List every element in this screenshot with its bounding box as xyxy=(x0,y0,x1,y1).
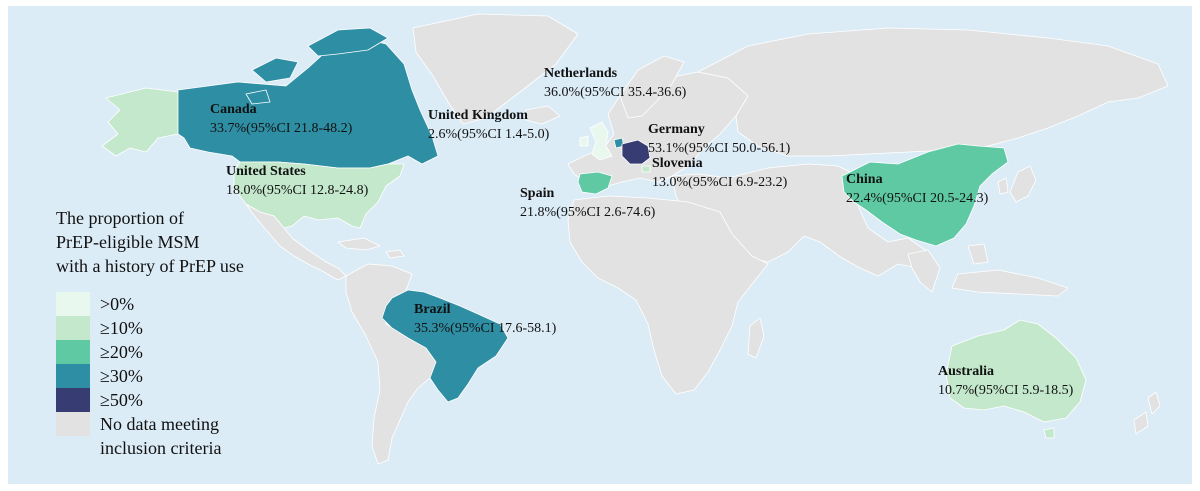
legend-item-no-data: No data meeting inclusion criteria xyxy=(56,412,244,460)
label-china: China 22.4%(95%CI 20.5-24.3) xyxy=(846,170,988,208)
legend-label: ≥10% xyxy=(100,318,143,338)
country-name: Canada xyxy=(210,102,257,117)
caribbean-shape xyxy=(337,237,405,259)
canada-islands-shape xyxy=(245,27,389,105)
map-legend: The proportion of PrEP-eligible MSM with… xyxy=(56,206,244,460)
legend-item-gt0: >0% xyxy=(56,292,244,316)
label-brazil: Brazil 35.3%(95%CI 17.6-58.1) xyxy=(414,300,556,338)
world-map-svg xyxy=(101,13,1169,465)
legend-swatch xyxy=(56,364,90,388)
legend-label: No data meeting inclusion criteria xyxy=(100,412,221,460)
country-value: 21.8%(95%CI 2.6-74.6) xyxy=(520,205,656,220)
country-value: 36.0%(95%CI 35.4-36.6) xyxy=(544,85,687,100)
tasmania-shape xyxy=(1043,427,1055,439)
legend-title-line: with a history of PrEP use xyxy=(56,256,244,276)
legend-item-ge50: ≥50% xyxy=(56,388,244,412)
country-name: Slovenia xyxy=(652,156,703,171)
iceland-shape xyxy=(525,105,561,125)
country-name: Germany xyxy=(648,122,705,137)
country-name: China xyxy=(846,172,883,187)
legend-swatch xyxy=(56,292,90,316)
label-canada: Canada 33.7%(95%CI 21.8-48.2) xyxy=(210,100,352,138)
legend-label-line: inclusion criteria xyxy=(100,438,222,458)
country-value: 35.3%(95%CI 17.6-58.1) xyxy=(414,321,557,336)
japan-shape xyxy=(997,165,1037,203)
united-kingdom-shape xyxy=(579,121,613,161)
country-value: 18.0%(95%CI 12.8-24.8) xyxy=(226,183,369,198)
country-value: 33.7%(95%CI 21.8-48.2) xyxy=(210,121,353,136)
scandinavia-shape xyxy=(619,55,685,119)
country-value: 2.6%(95%CI 1.4-5.0) xyxy=(428,127,550,142)
alaska-shape xyxy=(101,87,179,157)
brazil-shape xyxy=(381,289,509,403)
world-map: Netherlands 36.0%(95%CI 35.4-36.6) Canad… xyxy=(8,6,1192,484)
russia-shape xyxy=(697,27,1169,157)
new-zealand-shape xyxy=(1133,391,1161,435)
country-name: Netherlands xyxy=(544,66,618,81)
madagascar-shape xyxy=(747,317,765,359)
legend-swatch xyxy=(56,412,90,436)
australia-shape xyxy=(945,319,1087,423)
label-germany: Germany 53.1%(95%CI 50.0-56.1) xyxy=(648,120,790,158)
country-value: 13.0%(95%CI 6.9-23.2) xyxy=(652,175,788,190)
label-australia: Australia 10.7%(95%CI 5.9-18.5) xyxy=(938,362,1073,400)
legend-item-ge20: ≥20% xyxy=(56,340,244,364)
legend-label: ≥50% xyxy=(100,390,143,410)
africa-shape xyxy=(567,195,769,395)
country-value: 53.1%(95%CI 50.0-56.1) xyxy=(648,141,791,156)
legend-label: ≥30% xyxy=(100,366,143,386)
label-united-states: United States 18.0%(95%CI 12.8-24.8) xyxy=(226,162,368,200)
country-name: United States xyxy=(226,164,306,179)
legend-title-line: The proportion of xyxy=(56,208,184,228)
legend-title-line: PrEP-eligible MSM xyxy=(56,232,200,252)
legend-swatch xyxy=(56,340,90,364)
legend-item-ge10: ≥10% xyxy=(56,316,244,340)
country-value: 22.4%(95%CI 20.5-24.3) xyxy=(846,191,989,206)
label-slovenia: Slovenia 13.0%(95%CI 6.9-23.2) xyxy=(652,154,787,192)
country-value: 10.7%(95%CI 5.9-18.5) xyxy=(938,383,1074,398)
country-name: United Kingdom xyxy=(428,108,528,123)
label-united-kingdom: United Kingdom 2.6%(95%CI 1.4-5.0) xyxy=(428,106,549,144)
china-shape xyxy=(841,143,1009,247)
greenland-shape xyxy=(412,13,579,125)
legend-label: >0% xyxy=(100,294,135,314)
legend-title: The proportion of PrEP-eligible MSM with… xyxy=(56,206,244,278)
label-spain: Spain 21.8%(95%CI 2.6-74.6) xyxy=(520,184,655,222)
southeast-asia-shape xyxy=(907,243,1069,297)
slovenia-shape xyxy=(641,165,651,173)
country-name: Spain xyxy=(520,186,555,201)
legend-label-line: No data meeting xyxy=(100,414,219,434)
spain-shape xyxy=(577,171,613,195)
country-name: Brazil xyxy=(414,302,451,317)
legend-item-ge30: ≥30% xyxy=(56,364,244,388)
label-netherlands: Netherlands 36.0%(95%CI 35.4-36.6) xyxy=(544,64,686,102)
country-name: Australia xyxy=(938,364,994,379)
germany-shape xyxy=(621,139,651,165)
legend-swatch xyxy=(56,316,90,340)
legend-swatch xyxy=(56,388,90,412)
legend-label: ≥20% xyxy=(100,342,143,362)
